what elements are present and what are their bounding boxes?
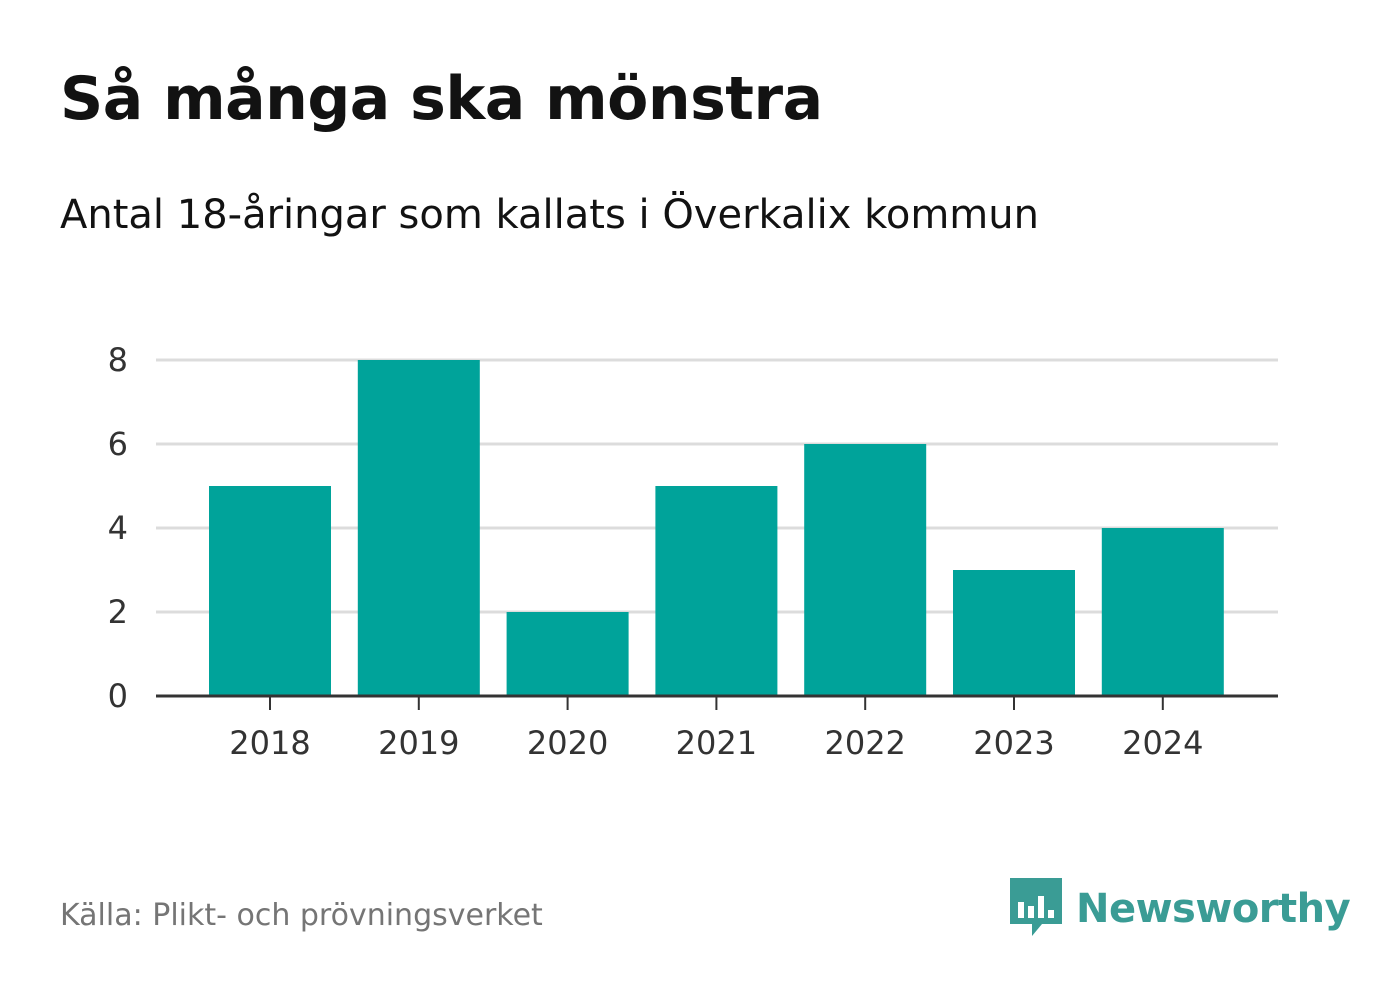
- bar-2021: [655, 486, 778, 696]
- bar-2024: [1101, 528, 1224, 696]
- y-axis-labels: 0 2 4 6 8: [108, 341, 128, 715]
- brand-name: Newsworthy: [1076, 886, 1351, 932]
- newsworthy-logo-icon: [1010, 878, 1062, 936]
- newsworthy-brand: Newsworthy: [1010, 878, 1351, 940]
- x-tick-label: 2019: [378, 724, 459, 762]
- x-tick-label: 2021: [676, 724, 757, 762]
- x-axis: [156, 694, 1278, 710]
- x-tick-label: 2023: [973, 724, 1054, 762]
- x-tick-label: 2022: [824, 724, 905, 762]
- source-note: Källa: Plikt- och prövningsverket: [60, 898, 543, 933]
- bar-2019: [357, 360, 480, 696]
- x-tick-label: 2018: [229, 724, 310, 762]
- y-tick-label: 0: [108, 677, 128, 715]
- x-axis-labels: 2018 2019 2020 2021 2022 2023 2024: [229, 724, 1203, 762]
- x-tick-label: 2020: [527, 724, 608, 762]
- y-tick-label: 2: [108, 593, 128, 631]
- bar-2018: [209, 486, 331, 696]
- bars: [209, 360, 1224, 696]
- bar-2022: [804, 444, 927, 696]
- y-tick-label: 4: [108, 509, 128, 547]
- bar-2020: [506, 612, 629, 696]
- y-tick-label: 6: [108, 425, 128, 463]
- bar-2023: [953, 570, 1075, 696]
- chart-subtitle: Antal 18-åringar som kallats i Överkalix…: [60, 192, 1039, 238]
- y-tick-label: 8: [108, 341, 128, 379]
- x-tick-label: 2024: [1122, 724, 1203, 762]
- chart-title: Så många ska mönstra: [60, 64, 823, 134]
